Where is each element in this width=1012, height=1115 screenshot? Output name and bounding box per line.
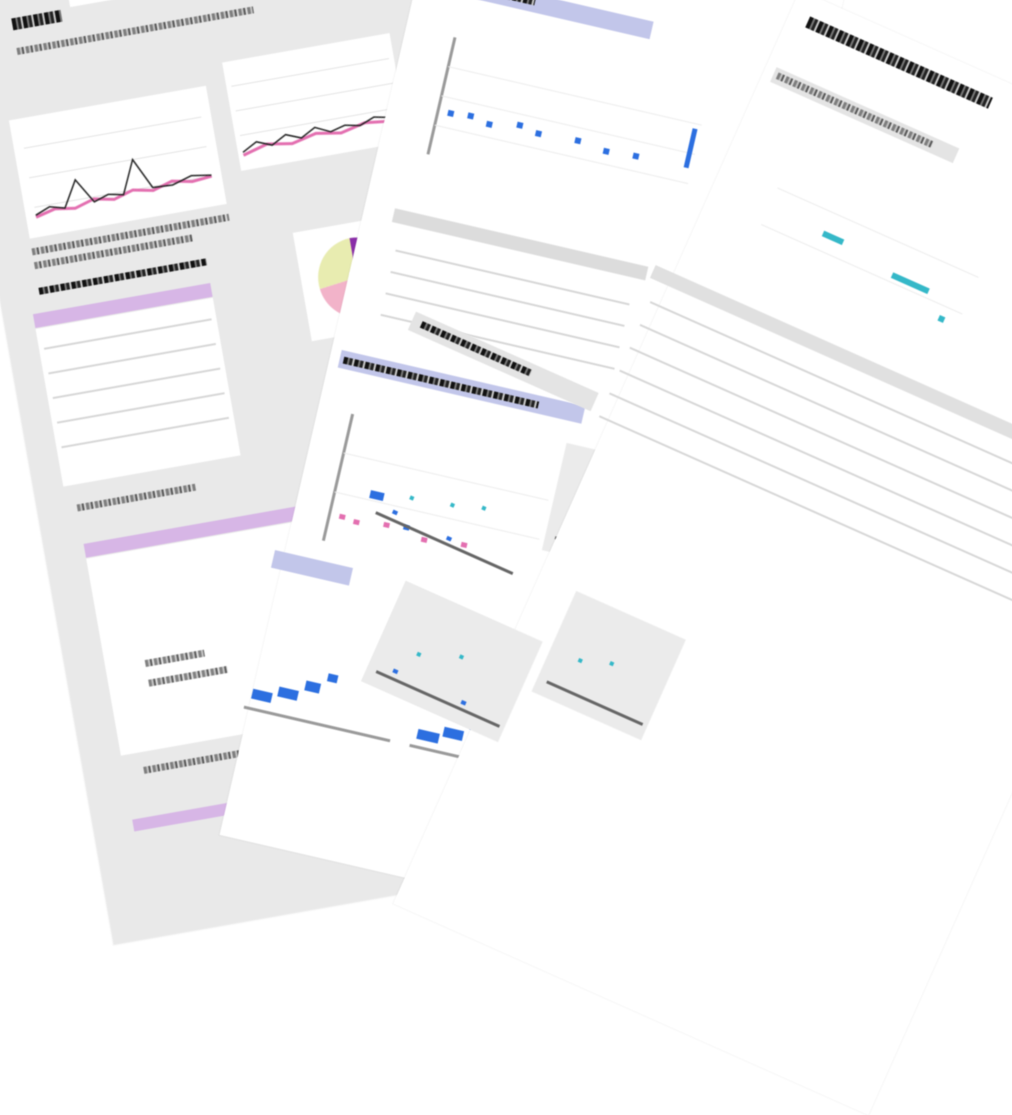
sheet-heading [11, 9, 63, 31]
table-cell [144, 649, 205, 667]
facet-chart-4 [546, 657, 644, 726]
facet-panel-2 [360, 580, 543, 743]
chart-panel-1 [8, 85, 227, 239]
table-row [56, 392, 225, 424]
gray-divider [391, 208, 649, 281]
table-row [48, 342, 217, 375]
facet-panel-3 [531, 590, 686, 741]
header-band-3 [270, 550, 353, 586]
header-band-1 [474, 0, 654, 40]
table-row [61, 416, 230, 449]
line-chart-2 [231, 58, 400, 157]
table-row [598, 415, 1012, 613]
gray-band-text [775, 72, 934, 148]
facet-chart-3 [375, 651, 501, 728]
dot-chart-3 [761, 187, 979, 323]
front-sheet [360, 0, 1012, 1115]
table-cell [148, 665, 229, 687]
dot-chart-2 [321, 413, 549, 549]
chart-panel-2 [222, 33, 409, 171]
caption-3 [76, 483, 197, 512]
header-box [65, 0, 218, 8]
line-chart-1 [23, 116, 213, 219]
facet-chart-2 [375, 495, 514, 576]
dot-chart-1 [426, 37, 702, 185]
scatter-chart-1 [243, 673, 391, 743]
table-row [43, 318, 212, 350]
table-panel-1 [35, 297, 241, 487]
table-row [52, 367, 221, 400]
